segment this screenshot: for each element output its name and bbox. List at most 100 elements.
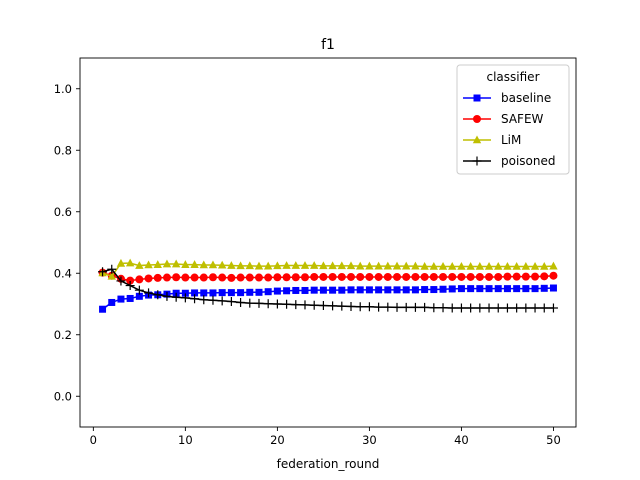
series-poisoned (98, 264, 558, 313)
data-point-SAFEW (475, 272, 484, 281)
data-point-baseline (301, 286, 309, 294)
data-point-baseline (457, 285, 465, 293)
data-point-LiM (346, 261, 356, 270)
data-point-poisoned (475, 303, 485, 313)
data-point-baseline (522, 285, 530, 293)
data-point-SAFEW (531, 272, 540, 281)
data-point-poisoned (254, 298, 264, 308)
data-point-LiM (429, 261, 439, 270)
y-tick-label: 0.2 (54, 328, 72, 342)
chart-title: f1 (321, 37, 335, 53)
data-point-LiM (328, 261, 337, 270)
data-point-baseline (531, 285, 539, 293)
data-point-poisoned (282, 299, 292, 309)
data-point-SAFEW (503, 272, 512, 281)
data-point-baseline (255, 288, 263, 296)
data-point-LiM (309, 261, 319, 269)
data-point-baseline (430, 286, 438, 294)
data-point-SAFEW (162, 273, 171, 282)
data-point-baseline (310, 286, 318, 294)
legend-label: SAFEW (501, 112, 544, 126)
data-point-poisoned (355, 302, 365, 312)
data-point-baseline (329, 286, 337, 294)
data-point-LiM (181, 260, 190, 268)
data-point-LiM (503, 261, 512, 270)
data-point-SAFEW (365, 272, 374, 281)
legend-entry-poisoned: poisoned (463, 154, 556, 168)
data-point-poisoned (153, 290, 163, 300)
data-point-LiM (125, 258, 135, 267)
x-tick-label: 40 (454, 433, 469, 447)
data-point-SAFEW (172, 273, 181, 282)
data-point-SAFEW (439, 272, 448, 281)
data-point-poisoned (521, 303, 531, 313)
legend-marker (473, 115, 481, 123)
data-point-poisoned (383, 302, 393, 312)
data-point-baseline (218, 289, 226, 297)
data-point-baseline (273, 287, 281, 295)
data-point-LiM (144, 260, 153, 269)
data-point-SAFEW (411, 272, 420, 281)
legend-entry-SAFEW: SAFEW (463, 112, 544, 126)
data-point-SAFEW (319, 272, 328, 281)
data-point-poisoned (300, 300, 310, 310)
data-point-poisoned (502, 303, 512, 313)
data-point-LiM (448, 261, 457, 270)
data-point-poisoned (144, 288, 154, 298)
data-point-baseline (126, 294, 134, 302)
series-LiM (98, 258, 558, 280)
data-point-SAFEW (521, 272, 530, 281)
data-point-LiM (162, 259, 172, 268)
data-point-LiM (402, 261, 411, 270)
legend-title: classifier (487, 70, 540, 84)
legend-label: poisoned (501, 154, 556, 168)
data-point-poisoned (548, 303, 558, 313)
data-point-LiM (116, 258, 126, 267)
data-point-SAFEW (264, 273, 273, 282)
data-point-poisoned (429, 303, 439, 313)
data-point-LiM (300, 261, 310, 269)
data-point-baseline (246, 288, 254, 296)
data-point-poisoned (337, 301, 347, 311)
data-point-poisoned (236, 297, 246, 307)
data-point-SAFEW (393, 272, 402, 281)
y-axis-ticks: 0.0 0.2 0.4 0.6 0.8 1.0 (54, 82, 80, 403)
data-point-LiM (190, 260, 199, 268)
data-point-poisoned (438, 303, 448, 313)
data-point-poisoned (190, 294, 200, 304)
data-point-poisoned (291, 300, 301, 310)
data-point-SAFEW (153, 273, 162, 282)
data-point-LiM (282, 261, 291, 269)
data-point-poisoned (272, 299, 282, 309)
data-point-baseline (411, 286, 419, 294)
data-point-LiM (135, 261, 144, 269)
data-point-LiM (254, 261, 264, 270)
series-baseline (99, 284, 557, 313)
data-point-baseline (448, 285, 456, 293)
data-point-LiM (374, 261, 383, 270)
data-point-SAFEW (337, 272, 346, 281)
data-point-SAFEW (282, 273, 291, 282)
data-point-poisoned (107, 264, 117, 274)
data-point-LiM (494, 261, 503, 270)
data-point-poisoned (328, 301, 338, 311)
data-point-SAFEW (356, 272, 365, 281)
data-point-baseline (181, 289, 189, 297)
data-point-LiM (540, 261, 549, 270)
data-point-baseline (476, 285, 484, 293)
data-point-baseline (503, 285, 511, 293)
data-point-baseline (227, 289, 235, 297)
data-point-SAFEW (466, 272, 475, 281)
data-point-baseline (375, 286, 383, 294)
data-point-poisoned (125, 281, 135, 291)
data-point-baseline (540, 284, 548, 292)
data-point-baseline (283, 287, 291, 295)
data-point-SAFEW (457, 272, 466, 281)
x-tick-label: 50 (546, 433, 561, 447)
data-point-poisoned (134, 285, 144, 295)
data-point-SAFEW (494, 272, 503, 281)
x-tick-label: 30 (362, 433, 377, 447)
x-axis-label: federation_round (277, 457, 380, 471)
data-point-poisoned (512, 303, 522, 313)
